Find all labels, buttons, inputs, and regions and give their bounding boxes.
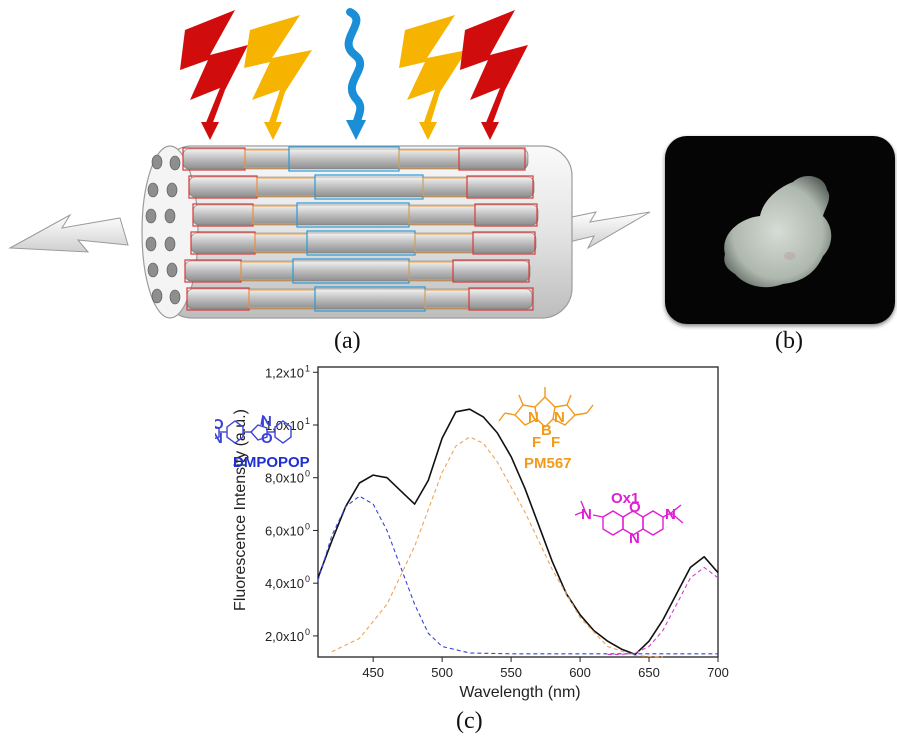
- pm567-atom-label: F: [551, 434, 560, 451]
- y-tick-exponent: 1: [305, 416, 310, 426]
- ox1-label: Ox1: [611, 490, 639, 507]
- ox1-dye-box: [458, 147, 526, 171]
- panel-label-b: (b): [775, 328, 803, 354]
- dmpopop-atom-label: N: [215, 430, 223, 447]
- pm567-structure: [498, 387, 594, 428]
- dmpopop-atom-label: O: [261, 430, 273, 447]
- y-tick-label: 4,0x10: [265, 576, 304, 591]
- channel-row: [186, 286, 534, 312]
- dmpopop-atom-label: N: [261, 413, 272, 430]
- red-light-arrow-icon: [460, 10, 528, 140]
- ox1-atom-label: N: [665, 506, 676, 523]
- channels: [182, 146, 539, 312]
- ox1-atom-label: O: [629, 499, 641, 516]
- pore-icon: [164, 236, 176, 252]
- mesoporous-antenna-diagram: [8, 8, 651, 319]
- pore-icon: [147, 262, 159, 278]
- channel-row: [192, 202, 539, 228]
- channel-pores: [145, 154, 181, 305]
- channel-row: [188, 174, 535, 200]
- plot-frame: [317, 366, 719, 658]
- channel-row: [184, 258, 531, 284]
- pore-icon: [145, 208, 157, 224]
- y-tick-exponent: 0: [305, 469, 310, 479]
- ox1-structure: [574, 500, 684, 536]
- ox1-dye-box: [452, 259, 530, 283]
- incoming-light-bolt-icon: [8, 213, 129, 253]
- series-line: [317, 408, 719, 656]
- sample-photo: [665, 136, 895, 324]
- x-tick-label: 650: [638, 665, 660, 680]
- orange-light-arrow-icon: [244, 15, 312, 140]
- pore-icon: [166, 262, 178, 278]
- pore-icon: [151, 154, 163, 170]
- pm567-label: PM567: [524, 455, 572, 472]
- pm567-atom-label: F: [532, 434, 541, 451]
- series-line: [331, 436, 663, 658]
- ox1-atom-label: N: [581, 506, 592, 523]
- orange-light-arrow-icon: [399, 15, 467, 140]
- ox1-dye-box: [468, 287, 534, 311]
- pore-icon: [169, 155, 181, 171]
- y-tick-exponent: 0: [305, 574, 310, 584]
- y-tick-exponent: 0: [305, 521, 310, 531]
- y-tick-label: 6,0x10: [265, 523, 304, 538]
- series-line: [317, 495, 718, 655]
- panel-label-a: (a): [334, 328, 361, 354]
- red-light-arrow-icon: [180, 10, 248, 140]
- pore-icon: [151, 288, 163, 304]
- x-tick-label: 550: [500, 665, 522, 680]
- x-tick-label: 450: [362, 665, 384, 680]
- ox1-dye-box: [466, 175, 534, 199]
- channel-row: [182, 146, 529, 172]
- y-tick-label: 8,0x10: [265, 471, 304, 486]
- y-tick-label: 1,2x10: [265, 365, 304, 380]
- dmpopop-structure: [215, 414, 292, 444]
- ox1-dye-box: [472, 231, 536, 255]
- y-tick-exponent: 1: [305, 363, 310, 373]
- x-axis-title: Wavelength (nm): [459, 684, 580, 701]
- pore-icon: [147, 182, 159, 198]
- pore-icon: [164, 208, 176, 224]
- pore-icon: [145, 236, 157, 252]
- y-axis-title: Fluorescence Intensity (a.u.): [232, 409, 249, 611]
- dmpopop-atom-label: O: [215, 416, 224, 433]
- pm567-atom-label: N: [528, 409, 539, 426]
- panel-label-c: (c): [456, 708, 483, 734]
- channel-row: [190, 230, 537, 256]
- blue-light-arrow-icon: [344, 8, 366, 140]
- ox1-dye-box: [474, 203, 538, 227]
- pm567-atom-label: N: [554, 409, 565, 426]
- x-tick-label: 500: [431, 665, 453, 680]
- x-tick-label: 700: [707, 665, 729, 680]
- pore-icon: [169, 289, 181, 305]
- y-tick-exponent: 0: [305, 627, 310, 637]
- dmpopop-label: DMPOPOP: [233, 454, 310, 471]
- x-tick-label: 600: [569, 665, 591, 680]
- y-tick-label: 2,0x10: [265, 629, 304, 644]
- pm567-atom-label: B: [541, 422, 552, 439]
- series-line: [607, 566, 719, 655]
- incident-light-arrows: [180, 8, 528, 140]
- powder-sample: [724, 176, 832, 288]
- ox1-atom-label: N: [629, 530, 640, 547]
- pore-icon: [166, 182, 178, 198]
